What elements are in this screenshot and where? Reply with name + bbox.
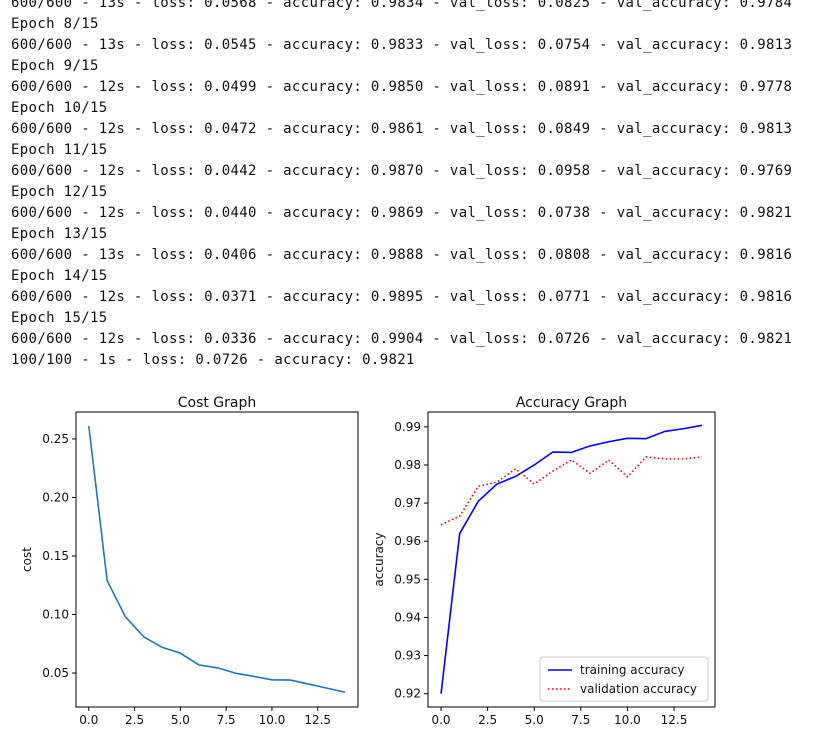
legend-box [539, 656, 709, 702]
y-axis-label: cost [20, 547, 34, 572]
x-tick-label: 2.5 [125, 713, 144, 727]
log-line: 600/600 - 12s - loss: 0.0371 - accuracy:… [11, 289, 793, 305]
x-tick-label: 0.0 [79, 713, 98, 727]
x-tick-label: 5.0 [171, 713, 190, 727]
epoch-line: Epoch 11/15 [11, 142, 108, 158]
series-line [440, 424, 703, 694]
x-tick-label: 7.5 [571, 713, 590, 727]
epoch-line: Epoch 10/15 [11, 100, 108, 116]
y-tick-label: 0.98 [394, 458, 421, 472]
y-tick-label: 0.96 [394, 534, 421, 548]
y-tick-label: 0.92 [394, 687, 421, 701]
y-axis-label: accuracy [372, 532, 386, 586]
chart-title: Cost Graph [178, 395, 257, 411]
y-tick-label: 0.10 [42, 608, 69, 622]
log-line: 600/600 - 12s - loss: 0.0440 - accuracy:… [11, 205, 793, 221]
log-line: 600/600 - 12s - loss: 0.0472 - accuracy:… [11, 121, 793, 137]
x-tick-label: 7.5 [217, 713, 236, 727]
console-output: 600/600 - 13s - loss: 0.0568 - accuracy:… [11, 0, 826, 371]
y-tick-label: 0.05 [42, 666, 69, 680]
legend-label: validation accuracy [580, 682, 697, 696]
epoch-line: Epoch 12/15 [11, 184, 108, 200]
x-tick-label: 12.5 [661, 713, 688, 727]
y-tick-label: 0.20 [42, 490, 69, 504]
epoch-line: Epoch 8/15 [11, 16, 99, 32]
log-line: 600/600 - 13s - loss: 0.0545 - accuracy:… [11, 37, 793, 53]
epoch-line: Epoch 13/15 [11, 226, 108, 242]
x-tick-label: 2.5 [478, 713, 497, 727]
epoch-line: Epoch 14/15 [11, 268, 108, 284]
y-tick-label: 0.97 [394, 496, 421, 510]
plot-frame [75, 411, 359, 708]
series-line [88, 425, 346, 694]
x-tick-label: 5.0 [525, 713, 544, 727]
log-line: 600/600 - 12s - loss: 0.0499 - accuracy:… [11, 79, 793, 95]
log-line: 600/600 - 12s - loss: 0.0442 - accuracy:… [11, 163, 793, 179]
x-tick-label: 10.0 [614, 713, 641, 727]
log-line: 100/100 - 1s - loss: 0.0726 - accuracy: … [11, 352, 415, 368]
accuracy-graph-chart: 0.0 2.5 5.0 7.5 10.0 12.5 0.92 0.93 0.94 0.95 0.96… [372, 395, 716, 727]
cost-graph-chart: 0.0 2.5 5.0 7.5 10.0 12.5 0.05 0.10 0.15 0.20 0.25… [20, 395, 359, 727]
log-line: 600/600 - 12s - loss: 0.0336 - accuracy:… [11, 331, 793, 347]
epoch-line: Epoch 15/15 [11, 310, 108, 326]
x-tick-label: 12.5 [304, 713, 331, 727]
series-line [440, 456, 703, 526]
plot-frame [427, 411, 716, 708]
chart-title: Accuracy Graph [516, 395, 627, 411]
log-line: 600/600 - 13s - loss: 0.0406 - accuracy:… [11, 247, 793, 263]
y-tick-label: 0.93 [394, 649, 421, 663]
y-tick-label: 0.99 [394, 420, 421, 434]
legend: training accuracy validation accuracy [539, 656, 709, 702]
epoch-line: Epoch 9/15 [11, 58, 99, 74]
x-tick-label: 10.0 [259, 713, 286, 727]
y-tick-label: 0.25 [42, 432, 69, 446]
y-tick-label: 0.95 [394, 572, 421, 586]
y-tick-label: 0.15 [42, 549, 69, 563]
y-tick-label: 0.94 [394, 610, 421, 624]
x-tick-label: 0.0 [431, 713, 450, 727]
log-line: 600/600 - 13s - loss: 0.0568 - accuracy:… [11, 0, 793, 11]
legend-label: training accuracy [580, 663, 684, 677]
